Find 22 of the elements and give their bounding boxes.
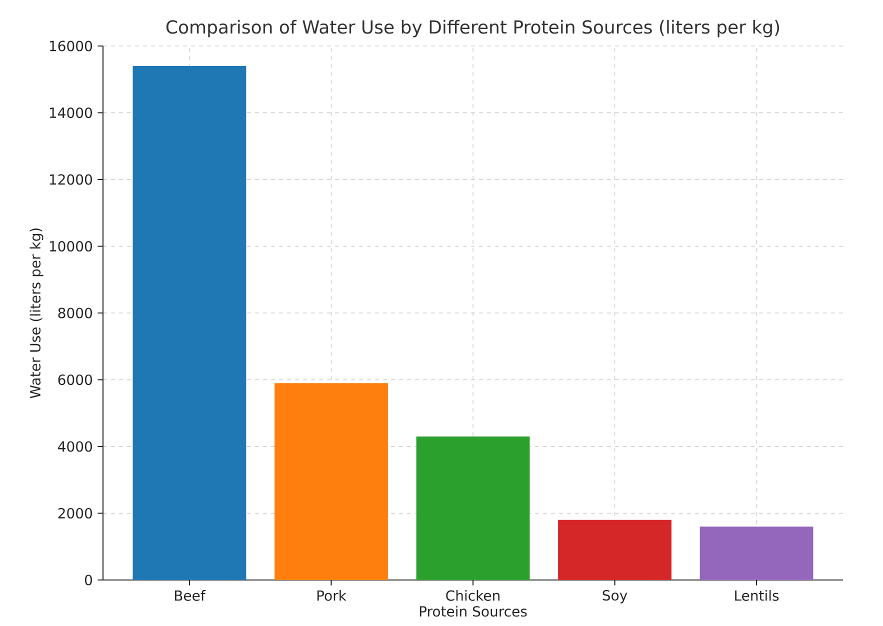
y-tick-label: 10000	[50, 240, 92, 252]
y-tick-label: 12000	[50, 174, 92, 185]
x-tick-label: Pork	[317, 590, 346, 601]
bar	[274, 383, 388, 580]
y-tick-label: 4000	[58, 441, 92, 452]
y-tick-label: 16000	[50, 40, 92, 52]
y-tick-label: 2000	[58, 508, 92, 519]
x-tick-label: Beef	[174, 590, 206, 601]
bar	[132, 66, 246, 580]
x-tick-label: Lentils	[735, 590, 779, 601]
y-tick-label: 14000	[50, 107, 92, 118]
y-tick-label: 0	[84, 574, 92, 586]
bar	[700, 526, 814, 580]
x-tick-label: Chicken	[446, 590, 500, 601]
bar	[416, 436, 530, 580]
x-axis-title: Protein Sources	[420, 606, 527, 617]
y-tick-label: 8000	[58, 308, 92, 318]
y-tick-label: 6000	[58, 374, 92, 386]
x-tick-label: Soy	[602, 590, 628, 604]
y-axis-title: Water Use (liters per kg)	[30, 228, 44, 398]
chart-title: Comparison of Water Use by Different Protein Sources (liters per kg)	[166, 20, 780, 38]
bar	[558, 520, 672, 580]
